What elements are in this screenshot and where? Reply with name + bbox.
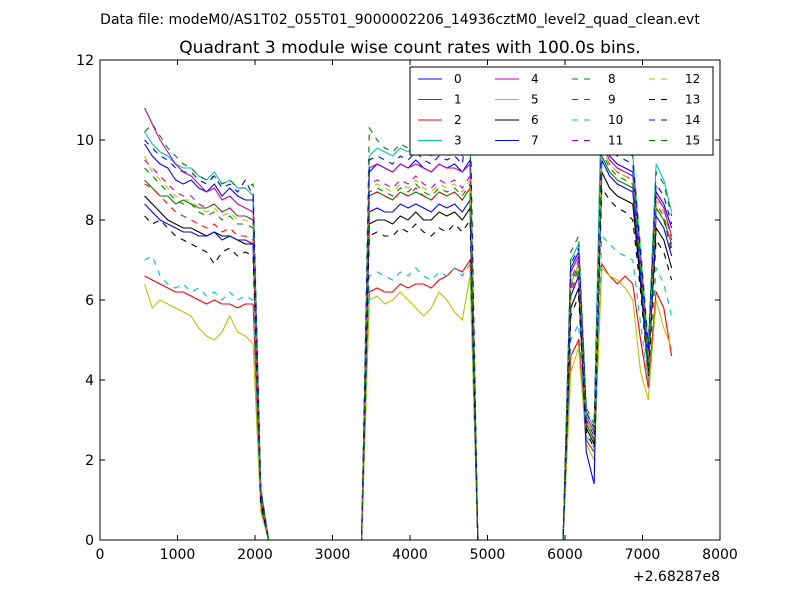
legend-label-5: 5: [531, 93, 539, 107]
series-line-12: [144, 147, 673, 540]
x-tick-label: 2000: [237, 547, 273, 563]
legend-label-8: 8: [608, 72, 616, 86]
x-tick-label: 6000: [547, 547, 583, 563]
legend-label-3: 3: [454, 134, 462, 148]
series-line-10: [144, 234, 673, 540]
legend-label-14: 14: [685, 113, 700, 127]
legend-label-4: 4: [531, 72, 539, 86]
series-line-5: [144, 266, 673, 540]
legend-label-1: 1: [454, 93, 462, 107]
legend-label-11: 11: [608, 134, 623, 148]
series-line-15: [144, 151, 673, 540]
legend-label-12: 12: [685, 72, 700, 86]
x-tick-label: 7000: [625, 547, 661, 563]
x-tick-label: 8000: [702, 547, 738, 563]
y-tick-label: 6: [85, 293, 94, 309]
series-line-2: [144, 258, 673, 540]
legend-label-15: 15: [685, 134, 700, 148]
y-tick-label: 4: [85, 373, 94, 389]
x-tick-label: 5000: [470, 547, 506, 563]
x-offset-label: +2.68287e8: [633, 569, 720, 585]
y-tick-label: 8: [85, 213, 94, 229]
y-tick-label: 0: [85, 533, 94, 549]
series-line-11: [144, 143, 673, 540]
y-tick-label: 12: [76, 53, 94, 69]
x-tick-label: 3000: [315, 547, 351, 563]
chart-title: Quadrant 3 module wise count rates with …: [179, 38, 640, 58]
x-tick-label: 1000: [160, 547, 196, 563]
legend-label-7: 7: [531, 134, 539, 148]
y-tick-label: 10: [76, 133, 94, 149]
series-line-6: [144, 171, 673, 540]
series-line-1: [144, 155, 673, 540]
series-line-14: [144, 107, 673, 540]
chart-supertitle: Data file: modeM0/AS1T02_055T01_90000022…: [100, 12, 700, 28]
series-line-13: [144, 186, 673, 540]
legend-label-6: 6: [531, 113, 539, 127]
axis-ticks: 0 1000 2000 3000 4000 5000 6000 7000 80000246810…: [76, 53, 738, 563]
series-line-0: [144, 139, 673, 540]
legend-label-9: 9: [608, 93, 616, 107]
series-line-7: [144, 159, 673, 540]
series-line-9: [144, 147, 673, 540]
series-line-8: [144, 123, 673, 540]
x-tick-label: 4000: [392, 547, 428, 563]
legend-label-13: 13: [685, 93, 700, 107]
legend-label-2: 2: [454, 113, 462, 127]
y-tick-label: 2: [85, 453, 94, 469]
plot-frame: [99, 59, 721, 541]
legend-label-0: 0: [454, 72, 462, 86]
series-line-4: [144, 107, 673, 540]
legend-label-10: 10: [608, 113, 623, 127]
plot-area: [144, 79, 673, 540]
x-tick-label: 0: [96, 547, 105, 563]
